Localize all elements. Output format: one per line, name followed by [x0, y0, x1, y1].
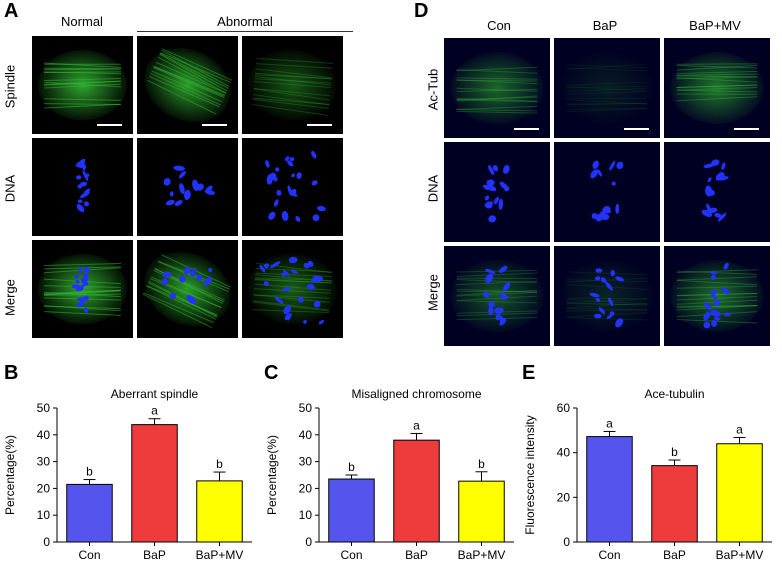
micrograph-a-r2-c3: [242, 138, 343, 236]
bar-bap-mv: [716, 443, 763, 543]
x-tick-label: Con: [78, 548, 100, 562]
y-tick-label: 40: [557, 446, 571, 460]
y-tick-label: 10: [37, 508, 51, 522]
panel-letter-b: B: [4, 362, 19, 384]
significance-letter: a: [413, 418, 420, 432]
y-tick-label: 50: [299, 401, 313, 415]
row-label-merge-d: Merge: [425, 274, 441, 311]
x-tick-label: Con: [340, 548, 362, 562]
panel-letter-e: E: [522, 362, 536, 384]
significance-letter: b: [348, 460, 355, 474]
row-label-dna-d: DNA: [425, 174, 441, 203]
column-label-bap-mv: BaP+MV: [689, 18, 741, 33]
significance-letter: b: [216, 457, 223, 471]
micrograph-a-r3-c2: [137, 240, 238, 338]
column-label-con: Con: [487, 18, 511, 33]
chart-title: Ace-tubulin: [644, 387, 704, 401]
y-tick-label: 30: [37, 455, 51, 469]
chart-title: Misaligned chromosome: [351, 387, 481, 401]
y-tick-label: 20: [557, 490, 571, 504]
micrograph-a-r1-c2: [137, 36, 238, 134]
micrograph-d-r1-c1: [444, 38, 550, 138]
row-label-dna: DNA: [2, 174, 18, 203]
y-tick-label: 0: [305, 535, 312, 549]
scale-bar: [514, 128, 539, 130]
micrograph-d-r3-c2: [554, 246, 660, 346]
micrograph-d-r1-c2: [554, 38, 660, 138]
bar-con: [586, 436, 633, 543]
chart-ace-tubulin: Ace-tubulin Fluorescence intensity 0 20 40 60…: [523, 387, 772, 562]
column-label-normal: Normal: [61, 14, 103, 29]
y-axis-label: Fluorescence intensity: [523, 415, 537, 534]
micrograph-a-r2-c2: [137, 138, 238, 236]
x-tick-label: BaP: [405, 548, 428, 562]
bar-bap: [393, 439, 440, 543]
scale-bar: [202, 124, 227, 126]
significance-letter: b: [478, 457, 485, 471]
y-tick-label: 40: [299, 428, 313, 442]
column-label-bap: BaP: [592, 18, 618, 33]
significance-letter: b: [671, 445, 678, 459]
micrograph-a-r2-c1: [32, 138, 133, 236]
bar-bap: [651, 465, 698, 543]
y-tick-label: 10: [299, 508, 313, 522]
micrograph-a-r3-c3: [242, 240, 343, 338]
y-axis-label: Percentage(%): [265, 435, 279, 515]
micrograph-d-r3-c3: [664, 246, 770, 346]
micrograph-d-r1-c3: [664, 38, 770, 138]
y-tick-label: 0: [43, 535, 50, 549]
scale-bar: [734, 128, 759, 130]
y-tick-label: 20: [299, 481, 313, 495]
row-label-merge: Merge: [2, 279, 18, 316]
significance-letter: a: [736, 422, 743, 436]
panel-letter-c: C: [264, 362, 279, 384]
y-tick-label: 50: [37, 401, 51, 415]
y-tick-label: 30: [299, 455, 313, 469]
abnormal-bracket-line: [137, 31, 353, 32]
micrograph-d-r2-c1: [444, 142, 550, 242]
y-tick-label: 40: [37, 428, 51, 442]
scale-bar: [624, 128, 649, 130]
row-label-ac-tub: Ac-Tub: [425, 68, 441, 111]
significance-letter: a: [606, 416, 613, 430]
chart-aberrant-spindle: Aberrant spindle Percentage(%) 0 10 20 30 40 50…: [3, 387, 252, 562]
micrograph-d-r2-c2: [554, 142, 660, 242]
x-tick-label: BaP+MV: [458, 548, 506, 562]
micrograph-a-r3-c1: [32, 240, 133, 338]
micrograph-d-r2-c3: [664, 142, 770, 242]
bar-con: [66, 483, 113, 543]
y-tick-label: 0: [563, 535, 570, 549]
micrograph-a-r1-c3: [242, 36, 343, 134]
y-tick-label: 60: [557, 401, 571, 415]
x-tick-label: BaP: [663, 548, 686, 562]
scale-bar: [97, 124, 122, 126]
bar-bap-mv: [196, 480, 243, 543]
y-tick-label: 20: [37, 481, 51, 495]
y-axis-label: Percentage(%): [3, 435, 17, 515]
micrograph-a-r1-c1: [32, 36, 133, 134]
row-label-spindle: Spindle: [2, 64, 18, 109]
bar-bap-mv: [458, 480, 505, 543]
panel-letter-a: A: [4, 0, 19, 22]
bar-con: [328, 478, 375, 543]
chart-misaligned-chromosome: Misaligned chromosome Percentage(%) 0 10 20 3…: [265, 387, 514, 562]
significance-letter: a: [151, 404, 158, 418]
bar-bap: [131, 424, 178, 543]
x-tick-label: Con: [598, 548, 620, 562]
scale-bar: [307, 124, 332, 126]
x-tick-label: BaP+MV: [716, 548, 764, 562]
significance-letter: b: [86, 465, 93, 479]
x-tick-label: BaP: [143, 548, 166, 562]
micrograph-d-r3-c1: [444, 246, 550, 346]
chart-title: Aberrant spindle: [111, 387, 199, 401]
column-label-abnormal: Abnormal: [217, 14, 273, 29]
panel-letter-d: D: [414, 0, 429, 22]
x-tick-label: BaP+MV: [196, 548, 244, 562]
